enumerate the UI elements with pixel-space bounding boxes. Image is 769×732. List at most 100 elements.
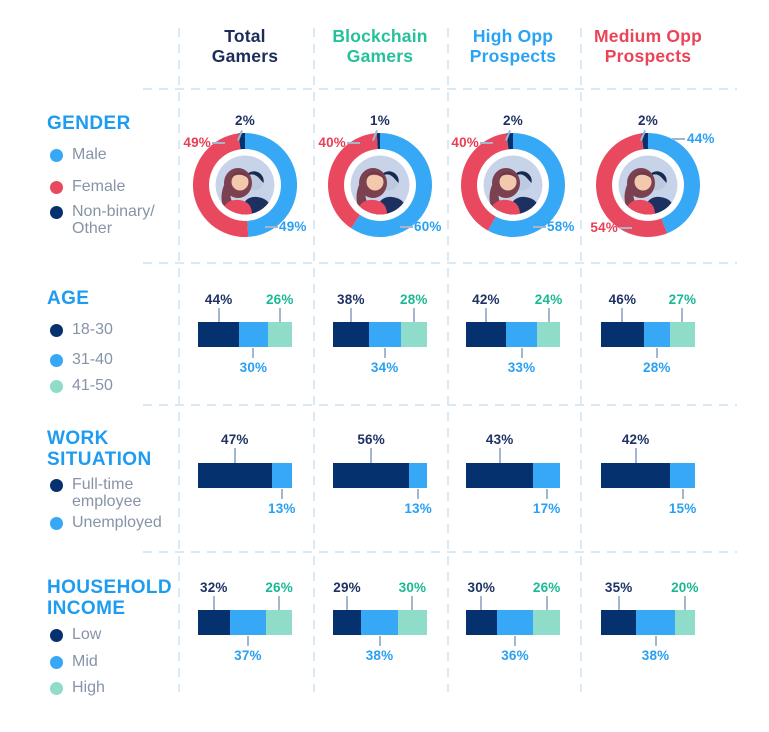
bar-tick-31-40	[520, 348, 523, 358]
bar-label-low: 30%	[467, 580, 496, 595]
bar-tick-31-40	[655, 348, 658, 358]
bar-label-31-40: 28%	[643, 360, 671, 375]
bar-segment-high	[266, 610, 292, 635]
bar-chart-age-medium-opp-prospects	[601, 322, 695, 347]
bar-segment-unemployed	[670, 463, 695, 488]
bar-segment-41-50	[537, 322, 560, 347]
bar-tick-high	[411, 596, 414, 610]
bar-segment-low	[466, 610, 497, 635]
bar-segment-31-40	[643, 322, 670, 347]
bar-segment-full-time-employee	[333, 463, 410, 488]
bar-segment-unemployed	[409, 463, 427, 488]
donut-label-non-binary-other: 1%	[370, 113, 390, 128]
legend-label-unemployed: Unemployed	[72, 514, 162, 531]
donut-tick-lower-right	[400, 226, 413, 228]
grid-line-vertical	[580, 28, 582, 692]
donut-chart-gender-total-gamers	[192, 132, 298, 238]
legend-label-full-time-employee: Full-time employee	[72, 476, 142, 510]
bar-tick-full-time-employee	[233, 448, 236, 463]
bar-tick-unemployed	[417, 489, 420, 499]
donut-label-non-binary-other: 2%	[503, 113, 523, 128]
donut-label-non-binary-other: 2%	[235, 113, 255, 128]
bar-segment-high	[674, 610, 695, 635]
row-heading-gender: GENDER	[47, 113, 131, 134]
bar-tick-31-40	[383, 348, 386, 358]
bar-tick-full-time-employee	[370, 448, 373, 463]
bar-label-unemployed: 17%	[532, 501, 561, 516]
bar-label-high: 26%	[532, 580, 561, 595]
bar-tick-18-30	[621, 308, 624, 322]
bar-tick-low	[480, 596, 483, 610]
bar-chart-age-blockchain-gamers	[333, 322, 427, 347]
legend-label-31-40: 31-40	[72, 351, 113, 368]
bar-label-18-30: 46%	[608, 292, 637, 307]
bar-tick-high	[683, 596, 686, 610]
column-header-total-gamers: Total Gamers	[211, 26, 279, 66]
bar-segment-low	[333, 610, 362, 635]
bar-label-full-time-employee: 47%	[221, 432, 249, 447]
bar-label-18-30: 42%	[472, 292, 500, 307]
bar-tick-18-30	[484, 308, 487, 322]
legend-dot-18-30	[50, 323, 63, 337]
legend-dot-41-50	[50, 379, 63, 393]
bar-label-31-40: 33%	[507, 360, 536, 375]
bar-segment-18-30	[198, 322, 240, 347]
bar-chart-work-situation-blockchain-gamers	[333, 463, 427, 488]
bar-segment-mid	[636, 610, 675, 635]
bar-tick-mid	[246, 636, 249, 646]
bar-segment-high	[533, 610, 560, 635]
grid-line-vertical	[178, 28, 180, 692]
bar-label-full-time-employee: 42%	[621, 432, 650, 447]
donut-tick-lower-left	[619, 227, 632, 229]
bar-label-31-40: 30%	[239, 360, 268, 375]
donut-label-male: 44%	[687, 131, 715, 146]
column-header-high-opp-prospects: High Opp Prospects	[469, 26, 557, 66]
legend-dot-non-binary-other	[50, 205, 63, 219]
bar-segment-41-50	[669, 322, 695, 347]
bar-chart-age-high-opp-prospects	[466, 322, 560, 347]
bar-label-unemployed: 13%	[268, 501, 296, 516]
bar-label-41-50: 27%	[668, 292, 697, 307]
legend-dot-31-40	[50, 353, 63, 367]
bar-label-mid: 38%	[365, 648, 394, 663]
bar-label-low: 29%	[333, 580, 361, 595]
donut-tick-lower-right	[533, 226, 546, 228]
bar-tick-mid	[654, 636, 657, 646]
bar-tick-unemployed	[681, 489, 684, 499]
bar-segment-18-30	[333, 322, 369, 347]
donut-tick-upper-left	[347, 142, 360, 144]
legend-label-female: Female	[72, 178, 126, 195]
column-header-medium-opp-prospects: Medium Opp Prospects	[594, 26, 702, 66]
legend-dot-unemployed	[50, 516, 63, 530]
bar-label-mid: 38%	[641, 648, 670, 663]
donut-label-non-binary-other: 2%	[638, 113, 658, 128]
bar-tick-unemployed	[545, 489, 548, 499]
donut-label-male: 60%	[414, 219, 442, 234]
bar-label-low: 32%	[200, 580, 228, 595]
legend-label-mid: Mid	[72, 653, 98, 670]
bar-tick-high	[545, 596, 548, 610]
bar-chart-household-income-medium-opp-prospects	[601, 610, 695, 635]
bar-chart-work-situation-high-opp-prospects	[466, 463, 560, 488]
bar-segment-unemployed	[271, 463, 292, 488]
bar-segment-full-time-employee	[198, 463, 272, 488]
donut-chart-gender-blockchain-gamers	[328, 133, 433, 237]
bar-segment-18-30	[601, 322, 644, 347]
legend-label-low: Low	[72, 626, 102, 643]
bar-segment-low	[601, 610, 637, 635]
legend-label-18-30: 18-30	[72, 321, 113, 338]
donut-label-male: 58%	[547, 219, 575, 234]
donut-label-male: 49%	[279, 219, 307, 234]
bar-segment-31-40	[368, 322, 401, 347]
bar-label-unemployed: 15%	[668, 501, 697, 516]
grid-line-horizontal	[143, 88, 737, 90]
bar-tick-low	[346, 596, 349, 610]
bar-tick-unemployed	[280, 489, 283, 499]
bar-label-41-50: 26%	[265, 292, 294, 307]
bar-tick-mid	[514, 636, 517, 646]
legend-label-male: Male	[72, 146, 107, 163]
bar-tick-18-30	[349, 308, 352, 322]
bar-label-high: 20%	[671, 580, 699, 595]
bar-label-high: 26%	[265, 580, 293, 595]
